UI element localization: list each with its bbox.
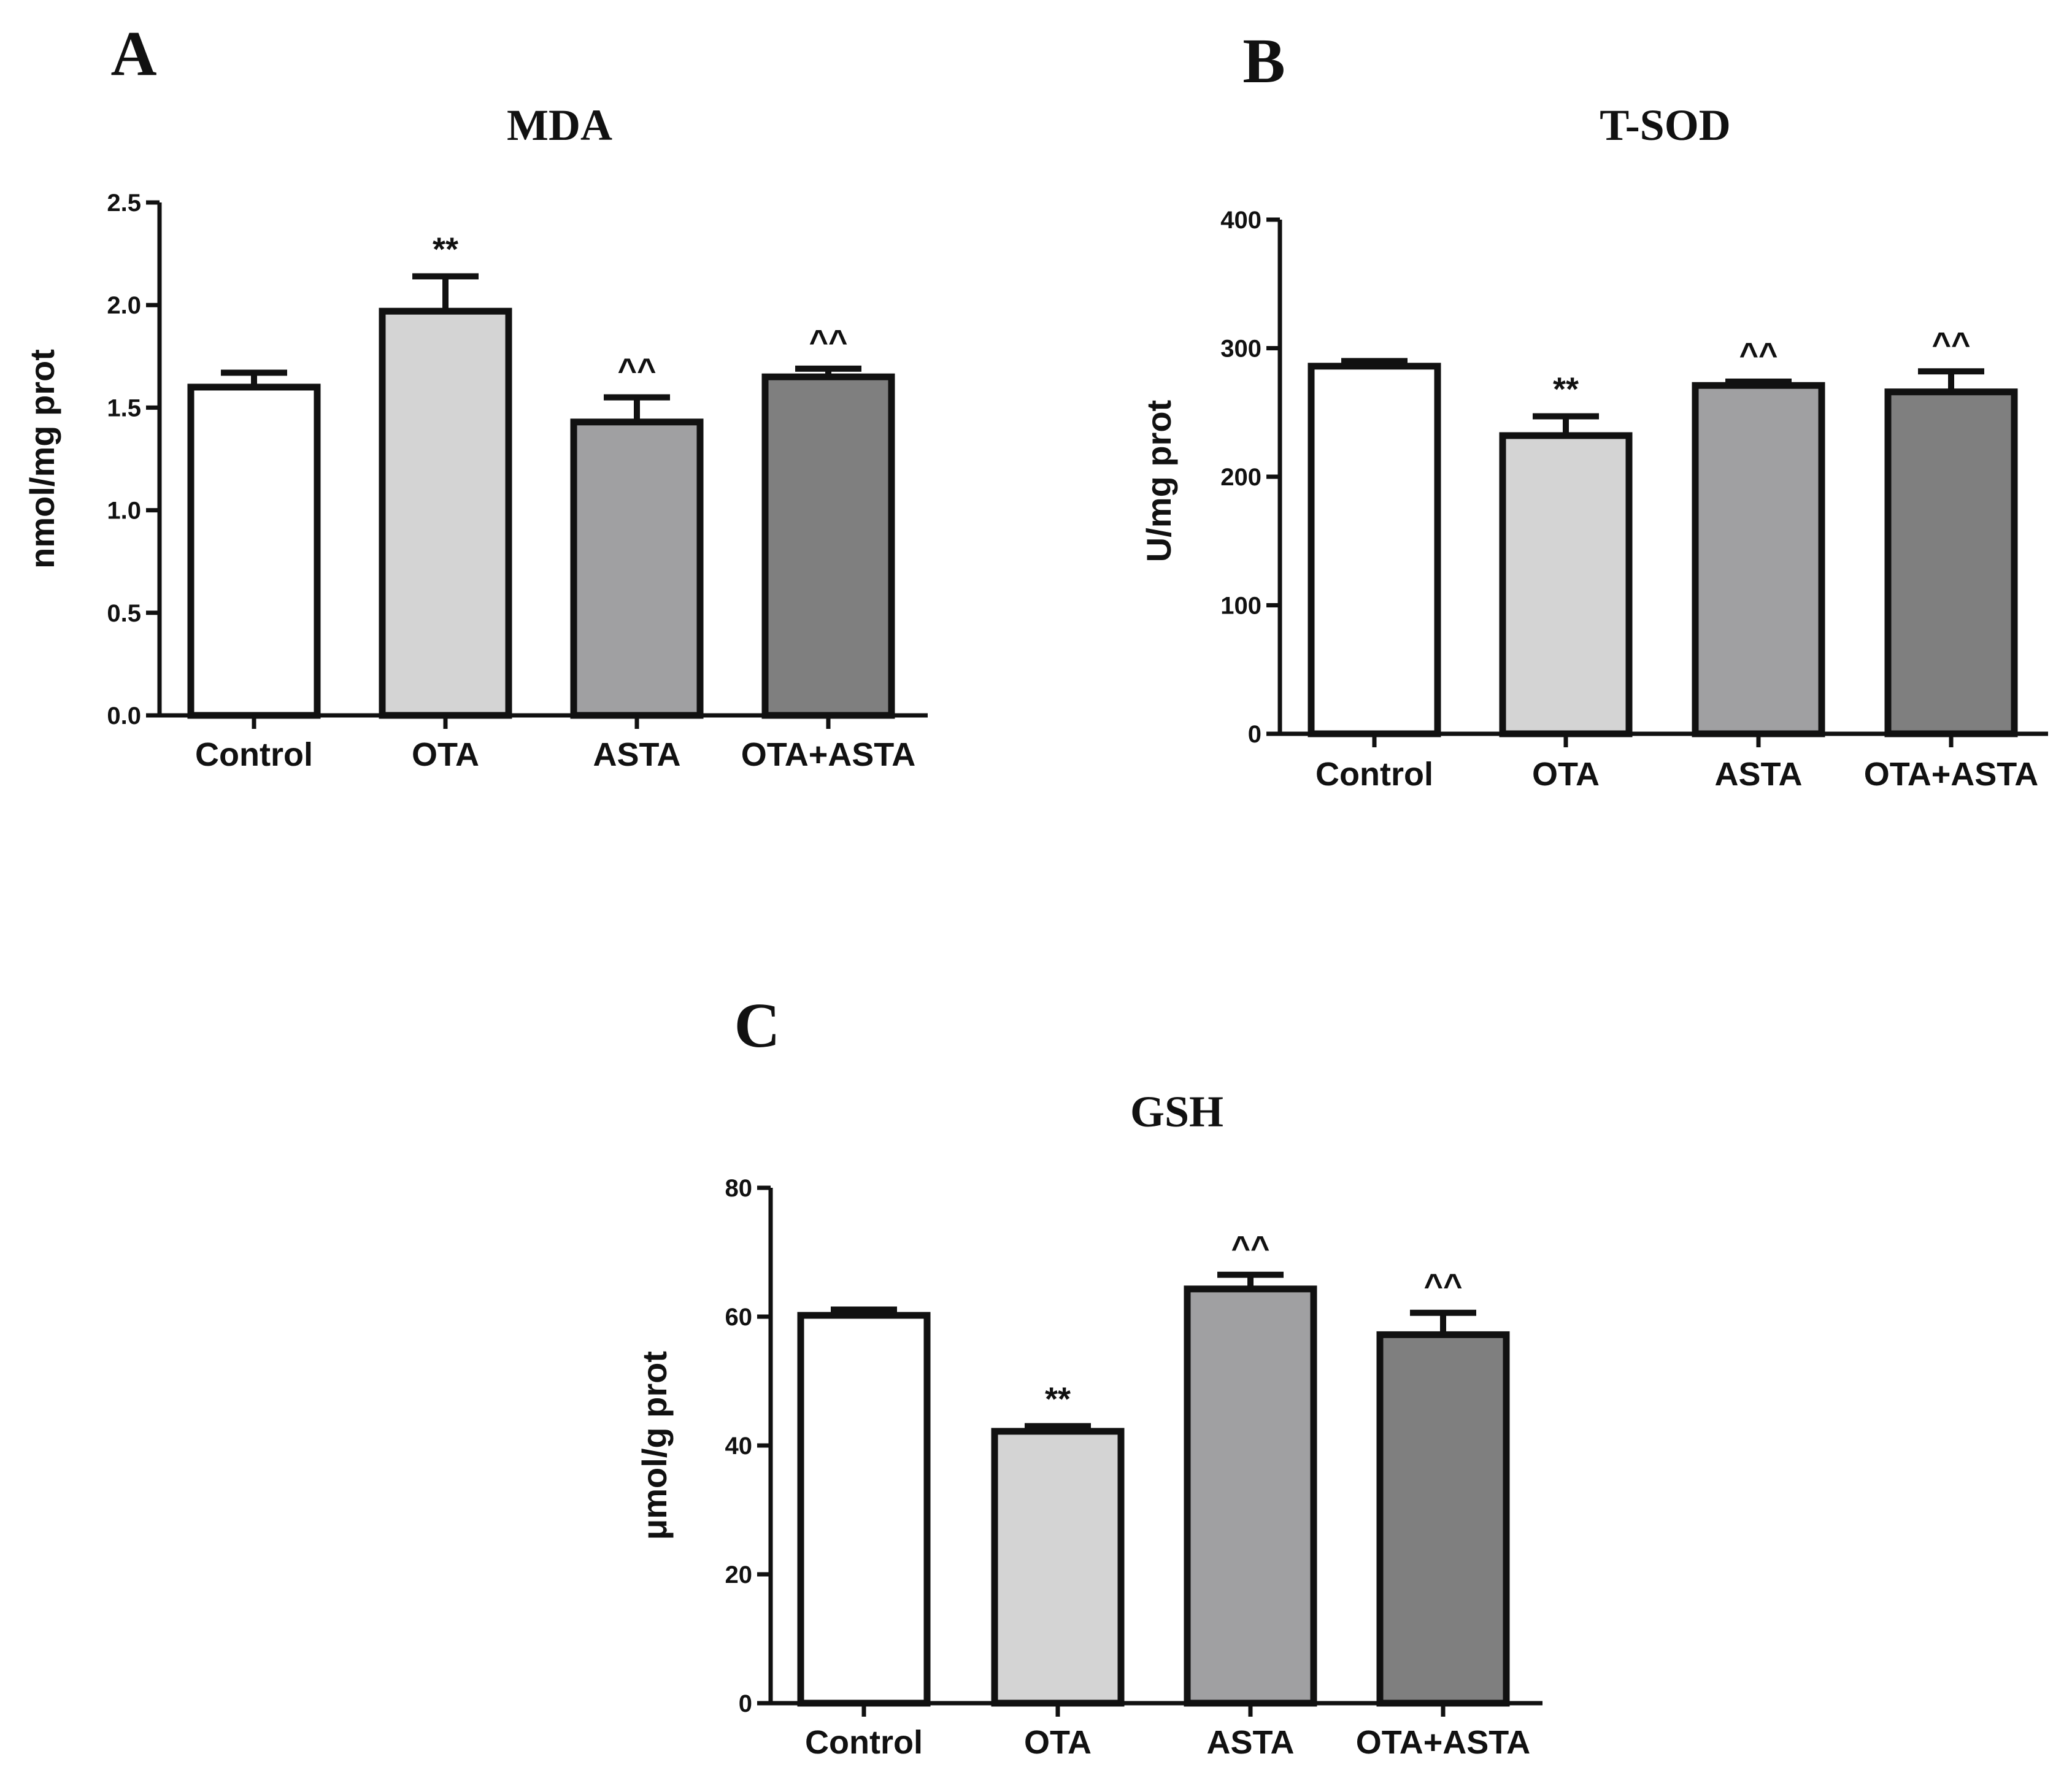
- chart-c-x-tick-label-3: OTA+ASTA: [1356, 1724, 1531, 1761]
- chart-b-bar-1: [1499, 432, 1633, 737]
- chart-a-y-tick-label-4: 2.0: [107, 292, 141, 319]
- chart-c-panel-letter: C: [734, 990, 780, 1061]
- chart-c-y-tick-label-4: 80: [725, 1175, 753, 1202]
- chart-b-y-axis-title: U/mg prot: [1139, 400, 1178, 562]
- chart-a-y-tick-label-0: 0.0: [107, 702, 141, 729]
- chart-a-x-tick-label-1: OTA: [412, 736, 479, 773]
- chart-a-x-tick-label-0: Control: [195, 736, 313, 773]
- chart-a-y-tick-label-1: 0.5: [107, 600, 141, 627]
- chart-c-x-tick-label-2: ASTA: [1207, 1724, 1295, 1761]
- chart-c-significance-1: **: [1045, 1381, 1071, 1418]
- chart-c: C GSH μmol/g prot Control ** OTA ^^ ASTA ^^ OTA+A…: [635, 990, 1542, 1761]
- chart-b-bar-3: [1884, 388, 2018, 737]
- chart-a-bar-0: [187, 383, 321, 719]
- chart-c-y-axis-title: μmol/g prot: [635, 1351, 674, 1540]
- chart-b: B T-SOD U/mg prot Control ** OTA ^^ ASTA ^^ OTA+A…: [1139, 26, 2048, 793]
- chart-b-panel-letter: B: [1242, 26, 1285, 96]
- chart-c-x-tick-label-1: OTA: [1024, 1724, 1092, 1761]
- chart-b-y-tick-label-1: 100: [1220, 593, 1261, 620]
- chart-b-significance-1: **: [1553, 371, 1579, 408]
- chart-b-bar-0: [1308, 363, 1441, 737]
- chart-a-y-tick-label-5: 2.5: [107, 190, 141, 217]
- chart-a-bar-1: [379, 307, 512, 719]
- chart-c-y-tick-label-0: 0: [739, 1690, 752, 1717]
- chart-c-significance-2: ^^: [1231, 1230, 1269, 1266]
- chart-a-y-axis-title: nmol/mg prot: [23, 349, 61, 569]
- chart-a-bar-2: [570, 418, 704, 719]
- chart-b-significance-2: ^^: [1739, 336, 1777, 373]
- chart-a-title: MDA: [507, 101, 612, 150]
- chart-c-y-tick-label-2: 40: [725, 1433, 753, 1460]
- chart-b-bar-2: [1692, 382, 1825, 737]
- chart-c-y-tick-label-1: 20: [725, 1561, 753, 1588]
- chart-b-y-tick-label-3: 300: [1220, 336, 1261, 363]
- chart-a-bar-3: [761, 373, 895, 719]
- chart-b-y-tick-label-2: 200: [1220, 464, 1261, 491]
- chart-a-significance-2: ^^: [617, 352, 656, 389]
- chart-a-x-tick-label-2: ASTA: [593, 736, 681, 773]
- chart-a-panel-letter: A: [110, 18, 156, 89]
- chart-b-x-tick-label-1: OTA: [1532, 756, 1600, 793]
- chart-a-y-tick-label-3: 1.5: [107, 395, 141, 421]
- chart-c-bar-3: [1376, 1331, 1510, 1707]
- chart-c-significance-3: ^^: [1423, 1268, 1462, 1304]
- chart-b-y-tick-label-0: 0: [1248, 721, 1261, 748]
- chart-c-bar-0: [797, 1312, 931, 1707]
- chart-b-significance-3: ^^: [1931, 326, 1970, 363]
- chart-c-bar-2: [1184, 1285, 1317, 1707]
- chart-b-title: T-SOD: [1600, 101, 1730, 150]
- chart-b-x-tick-label-3: OTA+ASTA: [1864, 756, 2039, 793]
- chart-c-y-tick-label-3: 60: [725, 1304, 753, 1331]
- chart-b-x-tick-label-0: Control: [1315, 756, 1433, 793]
- chart-a-significance-1: **: [433, 231, 458, 268]
- chart-a: A MDA nmol/mg prot Control ** OTA ^^ ASTA ^^ OTA+…: [23, 18, 928, 773]
- chart-a-y-tick-label-2: 1.0: [107, 498, 141, 525]
- chart-a-x-tick-label-3: OTA+ASTA: [741, 736, 916, 773]
- chart-c-x-tick-label-0: Control: [805, 1724, 923, 1761]
- chart-c-title: GSH: [1130, 1087, 1223, 1136]
- chart-a-significance-3: ^^: [809, 323, 847, 360]
- chart-b-x-tick-label-2: ASTA: [1715, 756, 1803, 793]
- chart-c-bar-1: [991, 1428, 1125, 1707]
- chart-b-y-tick-label-4: 400: [1220, 207, 1261, 234]
